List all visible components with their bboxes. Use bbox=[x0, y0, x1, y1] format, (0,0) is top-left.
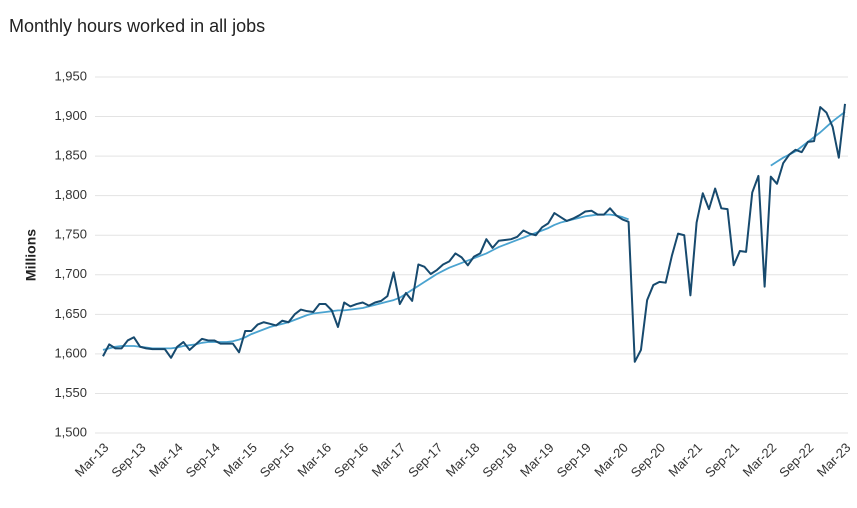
y-tick-label: 1,700 bbox=[54, 266, 87, 281]
y-tick-label: 1,950 bbox=[54, 68, 87, 83]
y-tick-label: 1,800 bbox=[54, 187, 87, 202]
x-tick-label: Mar-22 bbox=[740, 440, 780, 480]
x-tick-label: Mar-16 bbox=[294, 440, 334, 480]
x-tick-label: Sep-16 bbox=[331, 440, 371, 480]
y-tick-label: 1,650 bbox=[54, 306, 87, 321]
x-tick-label: Sep-15 bbox=[257, 440, 297, 480]
x-tick-label: Mar-17 bbox=[369, 440, 409, 480]
x-tick-label: Sep-14 bbox=[183, 440, 223, 480]
x-tick-label: Mar-13 bbox=[72, 440, 112, 480]
y-tick-label: 1,750 bbox=[54, 227, 87, 242]
x-tick-label: Mar-15 bbox=[220, 440, 260, 480]
x-tick-label: Sep-22 bbox=[776, 440, 816, 480]
y-tick-label: 1,500 bbox=[54, 424, 87, 439]
x-tick-label: Mar-18 bbox=[443, 440, 483, 480]
x-tick-label: Mar-19 bbox=[517, 440, 557, 480]
y-tick-label: 1,600 bbox=[54, 345, 87, 360]
x-tick-label: Mar-20 bbox=[591, 440, 631, 480]
x-tick-label: Mar-14 bbox=[146, 440, 186, 480]
y-tick-label: 1,550 bbox=[54, 385, 87, 400]
x-tick-label: Sep-18 bbox=[479, 440, 519, 480]
x-tick-label: Mar-23 bbox=[814, 440, 854, 480]
y-tick-label: 1,850 bbox=[54, 148, 87, 163]
y-tick-label: 1,900 bbox=[54, 108, 87, 123]
x-tick-label: Sep-21 bbox=[702, 440, 742, 480]
chart-title: Monthly hours worked in all jobs bbox=[9, 16, 265, 36]
x-tick-label: Sep-17 bbox=[405, 440, 445, 480]
y-axis-label: Millions bbox=[23, 229, 39, 281]
x-tick-label: Sep-19 bbox=[554, 440, 594, 480]
series-line bbox=[102, 103, 846, 363]
x-tick-label: Sep-20 bbox=[628, 440, 668, 480]
x-tick-label: Sep-13 bbox=[108, 440, 148, 480]
x-tick-label: Mar-21 bbox=[665, 440, 705, 480]
